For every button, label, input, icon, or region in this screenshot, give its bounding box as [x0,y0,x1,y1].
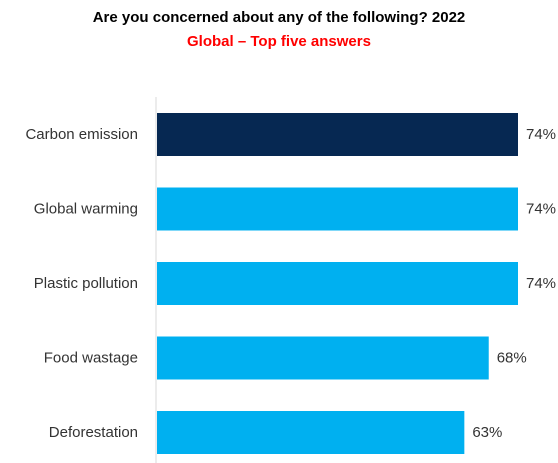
bar-deforestation [157,411,465,454]
value-label: 74% [526,275,556,292]
bar-plastic-pollution [157,262,518,305]
chart-title: Are you concerned about any of the follo… [92,9,466,26]
value-label: 68% [497,350,527,367]
value-label: 74% [526,126,556,143]
bar-carbon-emission [157,113,518,156]
chart-subtitle: Global – Top five answers [187,33,371,50]
bar-food-wastage [157,336,489,380]
category-label: Carbon emission [25,126,138,143]
bar-global-warming [157,187,518,231]
value-label: 74% [526,201,556,218]
category-label: Deforestation [49,424,138,441]
value-label: 63% [472,424,502,441]
category-label: Plastic pollution [34,275,138,292]
category-label: Global warming [34,201,138,218]
category-label: Food wastage [44,350,138,367]
